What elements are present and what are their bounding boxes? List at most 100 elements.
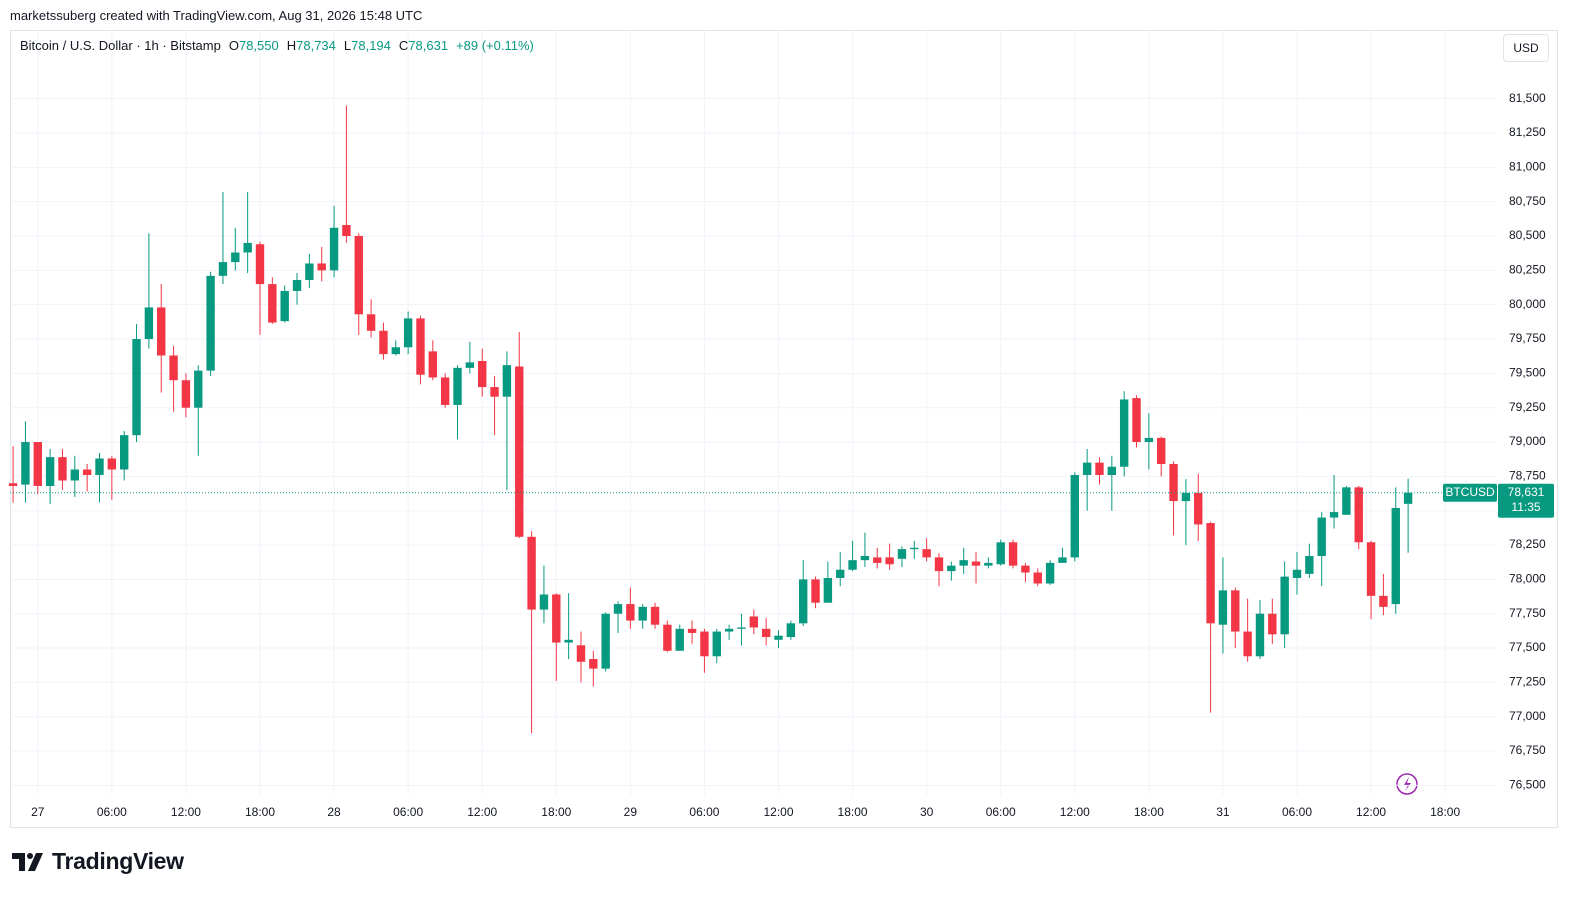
x-tick-label: 29	[624, 805, 638, 819]
ohlc-value: 78,194	[351, 38, 391, 53]
candle-body	[1045, 562, 1055, 584]
x-tick-label: 18:00	[838, 805, 868, 819]
candle-body	[21, 442, 30, 485]
ohlc-key: O	[228, 38, 239, 53]
candle-body	[342, 225, 351, 237]
candle-body	[255, 244, 265, 285]
y-tick-label: 81,000	[1509, 160, 1546, 174]
candle-body	[391, 347, 400, 355]
x-tick-label: 12:00	[467, 805, 497, 819]
candle-body	[984, 562, 993, 566]
x-tick-label: 18:00	[1430, 805, 1460, 819]
ohlc-value: 78,631	[408, 38, 449, 53]
y-tick-label: 81,500	[1509, 91, 1546, 105]
candle-body	[589, 659, 598, 669]
symbol-badge	[1443, 483, 1497, 502]
candle-body	[169, 355, 178, 381]
candle-body	[860, 556, 870, 561]
grid	[10, 30, 1497, 795]
countdown-label: 11:35	[1511, 500, 1540, 514]
candle-body	[873, 557, 882, 563]
y-tick-label: 79,000	[1509, 434, 1546, 448]
x-tick-label: 12:00	[171, 805, 201, 819]
candle-body	[601, 613, 610, 669]
candle-body	[996, 542, 1005, 565]
currency-button[interactable]: USD	[1503, 34, 1549, 62]
candle-body	[774, 635, 783, 640]
ohlc-key: C	[398, 38, 409, 53]
candle-body	[181, 380, 191, 408]
candle-body	[626, 604, 635, 621]
candle-body	[1379, 595, 1388, 607]
candle-body	[107, 458, 117, 470]
candle-body	[552, 594, 561, 643]
x-tick-label: 06:00	[97, 805, 127, 819]
y-tick-label: 81,250	[1509, 125, 1546, 139]
candle-body	[1008, 542, 1018, 566]
candle-body	[1206, 523, 1215, 624]
candle-body	[836, 569, 845, 578]
candle-body	[1329, 512, 1339, 518]
y-tick-label: 76,500	[1509, 778, 1546, 792]
candle-body	[910, 547, 919, 550]
candle-body	[576, 645, 586, 662]
candle-body	[712, 631, 721, 657]
y-tick-label: 77,000	[1509, 709, 1546, 723]
candle-body	[33, 442, 42, 486]
candle-body	[1255, 613, 1265, 657]
candle-body	[502, 365, 512, 397]
candle-body	[268, 284, 277, 323]
candle-body	[366, 314, 376, 331]
candle-body	[403, 318, 413, 348]
candle-body	[1280, 576, 1289, 635]
candle-body	[1218, 590, 1228, 625]
candle-body	[144, 307, 154, 340]
x-tick-label: 27	[31, 805, 45, 819]
y-tick-label: 79,500	[1509, 366, 1546, 380]
candle-body	[490, 387, 499, 397]
candle-body	[1342, 487, 1351, 515]
price-label: 78,631	[1508, 485, 1545, 499]
candle-body	[700, 631, 709, 657]
candle-body	[848, 560, 857, 570]
candle-body	[465, 362, 475, 368]
candle-body	[675, 628, 684, 651]
symbol: Bitcoin / U.S. Dollar · 1h · Bitstamp	[20, 38, 221, 53]
x-tick-label: 12:00	[1356, 805, 1386, 819]
candle-body	[1033, 572, 1042, 584]
candle-body	[663, 624, 672, 651]
candle-body	[761, 628, 771, 638]
candle-body	[1305, 556, 1314, 574]
assist-icon	[1396, 773, 1418, 795]
candle-body	[1157, 437, 1166, 465]
candle-body	[515, 366, 524, 537]
candle-body	[922, 549, 931, 558]
candle-body	[638, 606, 647, 621]
candle-body	[613, 604, 623, 614]
ohlc-key: L	[343, 38, 352, 53]
candle-body	[1292, 569, 1302, 578]
credit: marketssuberg created with TradingView.c…	[10, 8, 423, 23]
x-tick-label: 06:00	[986, 805, 1016, 819]
x-tick-label: 30	[920, 805, 934, 819]
candle-body	[478, 360, 487, 388]
y-tick-label: 77,500	[1509, 640, 1546, 654]
ohlc-value: 78,734	[296, 38, 336, 53]
candle-body	[897, 549, 907, 559]
x-tick-label: 06:00	[689, 805, 719, 819]
candle-body	[317, 263, 326, 271]
y-tick-label: 78,250	[1509, 537, 1546, 551]
candle-body	[329, 227, 339, 271]
candle-body	[1082, 462, 1092, 475]
candle-body	[231, 252, 240, 263]
candle-body	[206, 275, 215, 371]
candle-body	[786, 623, 796, 638]
ohlc-value: 78,550	[238, 38, 279, 53]
y-tick-label: 78,750	[1509, 469, 1546, 483]
candle-body	[650, 606, 660, 625]
candle-body	[1181, 492, 1191, 502]
candle-body	[1231, 590, 1240, 632]
candle-body	[119, 435, 129, 470]
